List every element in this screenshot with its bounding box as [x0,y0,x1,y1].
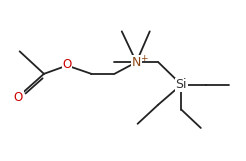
Text: Si: Si [176,78,187,91]
Text: O: O [62,58,72,71]
Text: N: N [132,56,141,69]
Text: O: O [14,91,23,104]
Text: +: + [140,53,147,62]
